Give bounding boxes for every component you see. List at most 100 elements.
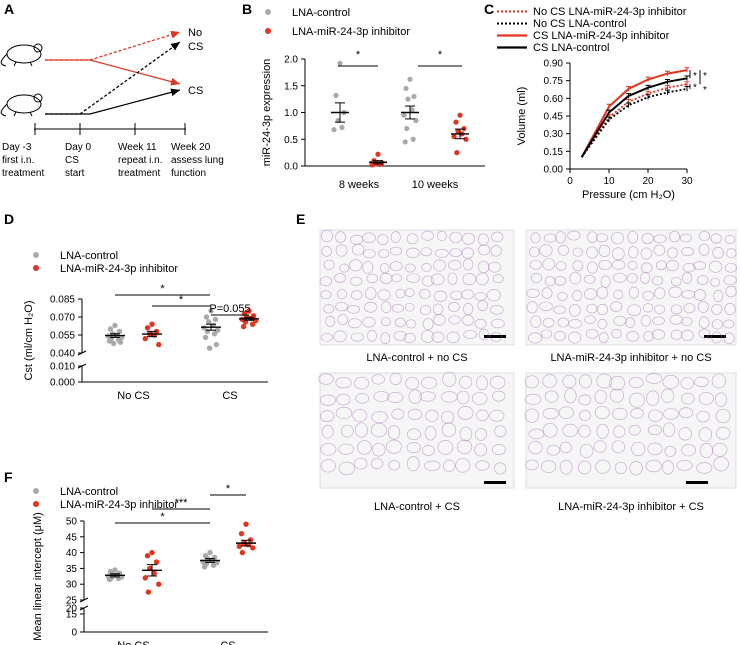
alveolus-outline bbox=[388, 460, 401, 471]
alveolus-outline bbox=[542, 422, 558, 438]
b-point bbox=[407, 76, 413, 82]
alveolus-outline bbox=[419, 288, 431, 300]
tl-treatment-1: treatment bbox=[2, 168, 44, 179]
alveolus-outline bbox=[710, 233, 722, 244]
alveolus-outline bbox=[318, 373, 334, 385]
alveolus-outline bbox=[610, 231, 625, 245]
alveolus-outline bbox=[406, 273, 421, 283]
legend-f-control-marker bbox=[33, 488, 39, 494]
alveolus-outline bbox=[530, 272, 542, 284]
alveolus-outline bbox=[558, 406, 574, 419]
alveolus-outline bbox=[524, 375, 539, 389]
alveolus-outline bbox=[364, 287, 377, 300]
b-y-tick-label: 2.0 bbox=[284, 55, 298, 66]
alveolus-outline bbox=[711, 331, 722, 344]
alveolus-outline bbox=[448, 301, 460, 313]
alveolus-outline bbox=[682, 272, 693, 284]
alveolus-outline bbox=[628, 246, 639, 259]
alveolus-outline bbox=[474, 318, 487, 329]
c-sig-star-3: * bbox=[693, 83, 697, 94]
alveolus-outline bbox=[646, 390, 660, 406]
alveolus-outline bbox=[666, 260, 679, 272]
alveolus-outline bbox=[662, 374, 680, 389]
d-point bbox=[110, 340, 117, 347]
panel-d-legend: LNA-control LNA-miR-24-3p inhibitor bbox=[33, 250, 178, 275]
alveolus-outline bbox=[593, 440, 607, 453]
alveolus-outline bbox=[612, 247, 625, 261]
f-point bbox=[210, 562, 217, 568]
alveolus-outline bbox=[653, 244, 666, 256]
alveolus-outline bbox=[336, 393, 351, 406]
alveolus-outline bbox=[447, 260, 462, 271]
alveolus-outline bbox=[715, 408, 731, 424]
b-point bbox=[454, 150, 460, 156]
alveolus-outline bbox=[640, 314, 651, 327]
alveolus-outline bbox=[321, 425, 334, 439]
alveolus-outline bbox=[694, 376, 709, 388]
alveolus-outline bbox=[366, 273, 378, 284]
alveolus-outline bbox=[338, 443, 355, 455]
alveolus-outline bbox=[524, 408, 539, 423]
alveolus-outline bbox=[559, 459, 573, 475]
alveolus-outline bbox=[597, 318, 608, 329]
alveolus-outline bbox=[371, 442, 386, 457]
caption-inhibitor-no-cs: LNA-miR-24-3p inhibitor + no CS bbox=[550, 352, 711, 364]
alveolus-outline bbox=[610, 301, 623, 312]
alveolus-outline bbox=[404, 288, 415, 297]
d-point bbox=[107, 326, 114, 332]
alveolus-outline bbox=[476, 375, 488, 391]
alveolus-outline bbox=[335, 377, 352, 389]
tl-repeat: repeat i.n. bbox=[118, 155, 162, 166]
f-point bbox=[145, 589, 152, 595]
alveolus-outline bbox=[433, 290, 448, 302]
c-series-line bbox=[580, 83, 688, 158]
b-y-tick-label: 0.0 bbox=[284, 162, 298, 173]
d-point bbox=[156, 341, 162, 348]
f-x-tick-label: CS bbox=[220, 640, 235, 645]
panel-label-a: A bbox=[4, 1, 14, 17]
caption-inhibitor-cs: LNA-miR-24-3p inhibitor + CS bbox=[558, 501, 704, 513]
alveolus-outline bbox=[378, 249, 390, 259]
alveolus-outline bbox=[724, 262, 738, 273]
b-point bbox=[461, 125, 467, 132]
b-point bbox=[401, 112, 407, 118]
alveolus-outline bbox=[654, 287, 666, 300]
f-point bbox=[144, 553, 151, 559]
alveolus-outline bbox=[486, 288, 501, 302]
alveolus-outline bbox=[421, 230, 435, 241]
alveolus-outline bbox=[723, 332, 735, 345]
alveolus-outline bbox=[336, 288, 348, 300]
alveolus-outline bbox=[679, 233, 692, 243]
alveolus-outline bbox=[559, 441, 572, 454]
c-legend-label: CS LNA-miR-24-3p inhibitor bbox=[533, 30, 670, 42]
alveolus-outline bbox=[526, 301, 538, 314]
alveolus-outline bbox=[370, 422, 387, 438]
alveolus-outline bbox=[337, 314, 349, 325]
alveolus-outline bbox=[433, 314, 446, 326]
f-point bbox=[151, 570, 157, 576]
alveolus-outline bbox=[663, 408, 679, 420]
f-point bbox=[207, 549, 213, 556]
alveolus-outline bbox=[539, 244, 553, 257]
d-point bbox=[212, 316, 219, 323]
alveolus-outline bbox=[562, 423, 579, 438]
alveolus-outline bbox=[724, 234, 736, 245]
alveolus-outline bbox=[462, 258, 474, 271]
alveolus-outline bbox=[647, 424, 663, 436]
alveolus-outline bbox=[630, 408, 644, 419]
alveolus-outline bbox=[463, 330, 477, 339]
alveolus-outline bbox=[611, 328, 622, 339]
alveolus-outline bbox=[390, 231, 401, 244]
panel-label-f: F bbox=[4, 469, 13, 485]
alveolus-outline bbox=[391, 408, 405, 420]
alveolus-outline bbox=[490, 332, 502, 342]
alveolus-outline bbox=[456, 390, 470, 405]
alveolus-outline bbox=[629, 461, 643, 476]
alveolus-outline bbox=[421, 444, 435, 456]
alveolus-outline bbox=[678, 427, 692, 441]
alveolus-outline bbox=[529, 259, 542, 270]
micrograph-2-image bbox=[525, 229, 737, 346]
alveolus-outline bbox=[367, 330, 377, 342]
f-sig-label: *** bbox=[175, 497, 189, 509]
alveolus-outline bbox=[539, 301, 553, 312]
